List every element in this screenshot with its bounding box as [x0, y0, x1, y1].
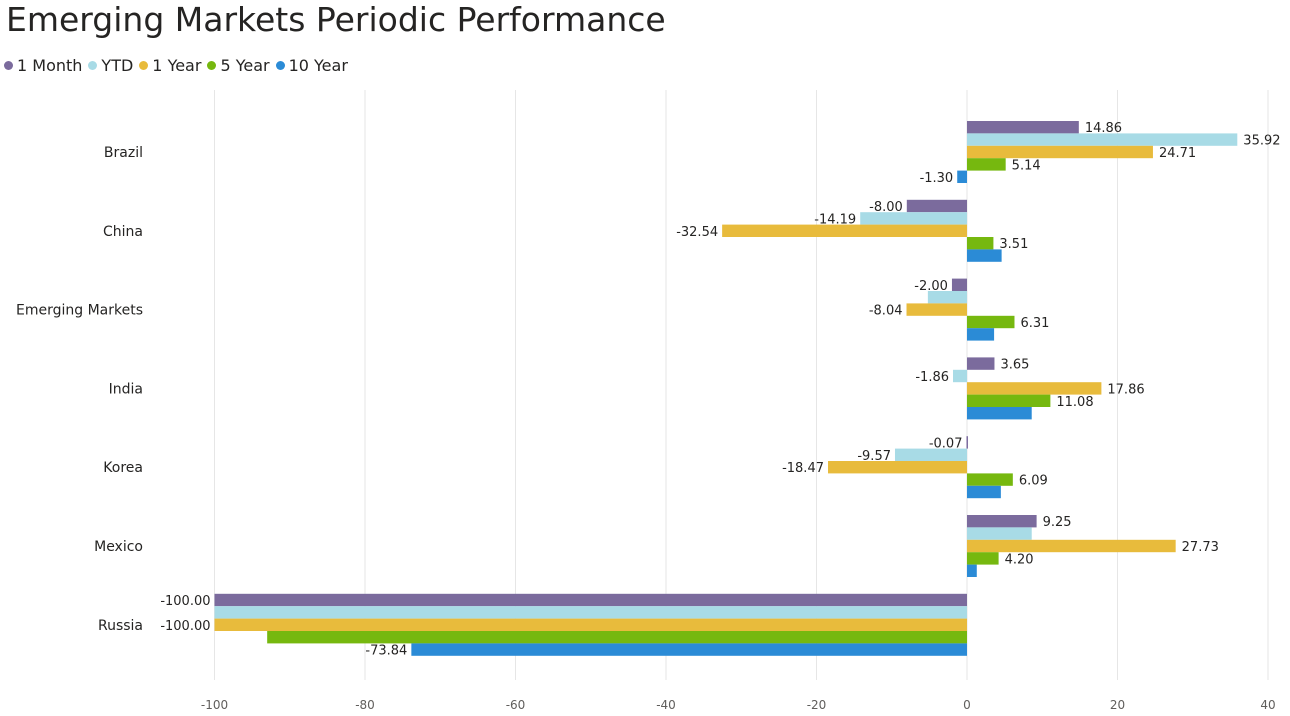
bar	[214, 618, 967, 631]
data-label: -1.30	[920, 171, 954, 186]
data-label: -0.07	[929, 436, 963, 451]
x-tick-label: -40	[656, 698, 676, 712]
bar	[214, 593, 967, 607]
data-label: -1.86	[915, 370, 949, 385]
legend-label: 5 Year	[220, 56, 270, 75]
chart-title: Emerging Markets Periodic Performance	[6, 0, 666, 39]
data-label: -73.84	[365, 644, 407, 659]
data-label: -8.00	[869, 200, 903, 215]
legend-item[interactable]: YTD	[88, 56, 133, 75]
legend-item[interactable]: 5 Year	[207, 56, 270, 75]
x-tick-label: -80	[355, 698, 375, 712]
category-label: Mexico	[94, 539, 143, 555]
bar	[951, 278, 967, 291]
legend-label: YTD	[101, 56, 134, 75]
legend-label: 1 Year	[152, 56, 202, 75]
x-tick-label: -60	[506, 698, 526, 712]
x-tick-label: 40	[1260, 698, 1275, 712]
chart-legend[interactable]: 1 Month YTD 1 Year 5 Year 10 Year	[4, 56, 354, 75]
bar	[957, 170, 967, 183]
bar	[906, 199, 967, 213]
legend-marker	[275, 61, 285, 70]
data-label: 24.71	[1159, 146, 1196, 161]
data-label: 27.73	[1182, 540, 1219, 555]
data-label: 14.86	[1085, 121, 1122, 136]
bar	[953, 369, 967, 383]
category-label: Korea	[103, 460, 143, 476]
bar	[411, 643, 967, 656]
legend-marker	[88, 61, 98, 70]
data-label: 3.51	[999, 237, 1028, 252]
x-tick-label: -20	[807, 698, 827, 712]
data-label: -9.57	[857, 449, 891, 464]
bar	[214, 606, 967, 619]
bar	[967, 145, 1153, 159]
data-label: 5.14	[1012, 158, 1041, 173]
data-label: 17.86	[1107, 382, 1144, 397]
data-label: -2.00	[914, 279, 948, 294]
category-label: India	[109, 381, 143, 397]
bar	[894, 448, 967, 461]
legend-marker	[4, 61, 13, 70]
bar	[860, 212, 967, 225]
data-label: -32.54	[676, 225, 718, 240]
legend-item[interactable]: 1 Month	[4, 56, 82, 75]
bar	[967, 552, 999, 565]
legend-marker	[207, 61, 217, 70]
data-label: -14.19	[814, 212, 856, 227]
data-label: 35.92	[1243, 134, 1280, 149]
bar	[927, 291, 967, 304]
bar	[967, 473, 1013, 486]
bar	[967, 407, 1032, 420]
data-label: 6.31	[1020, 316, 1049, 331]
bar	[967, 382, 1102, 395]
bar	[722, 224, 967, 237]
x-tick-label: 0	[963, 698, 971, 712]
bar	[966, 436, 968, 449]
data-label: 11.08	[1056, 395, 1093, 410]
bar	[967, 133, 1238, 146]
data-label: -8.04	[869, 304, 903, 319]
legend-item[interactable]: 10 Year	[275, 56, 348, 75]
bar	[967, 315, 1015, 329]
data-label: -100.00	[160, 619, 210, 634]
data-label: 6.09	[1019, 474, 1048, 489]
bar	[967, 121, 1079, 134]
bar	[967, 394, 1051, 407]
bar	[967, 515, 1037, 528]
bar	[967, 237, 994, 250]
category-label: Russia	[98, 618, 143, 634]
bar	[967, 249, 1002, 262]
legend-marker	[139, 61, 149, 70]
data-label: -100.00	[160, 594, 210, 609]
category-label: China	[103, 224, 143, 240]
legend-label: 1 Month	[17, 56, 83, 75]
bar	[967, 527, 1032, 540]
bar	[828, 461, 967, 474]
bar	[967, 485, 1001, 499]
category-label: Brazil	[104, 145, 143, 161]
x-tick-label: -100	[201, 698, 228, 712]
bar	[906, 303, 967, 316]
legend-label: 10 Year	[288, 56, 348, 75]
data-label: 3.65	[1000, 358, 1029, 373]
bar	[967, 539, 1176, 553]
category-label: Emerging Markets	[16, 303, 143, 319]
x-tick-label: 20	[1110, 698, 1125, 712]
data-label: -18.47	[782, 461, 824, 476]
bar	[967, 158, 1006, 171]
bar	[967, 357, 995, 370]
bar	[267, 631, 967, 644]
legend-item[interactable]: 1 Year	[139, 56, 201, 75]
data-label: 4.20	[1005, 552, 1034, 567]
bar	[967, 328, 995, 341]
data-label: 9.25	[1043, 515, 1072, 530]
bar	[967, 564, 977, 577]
